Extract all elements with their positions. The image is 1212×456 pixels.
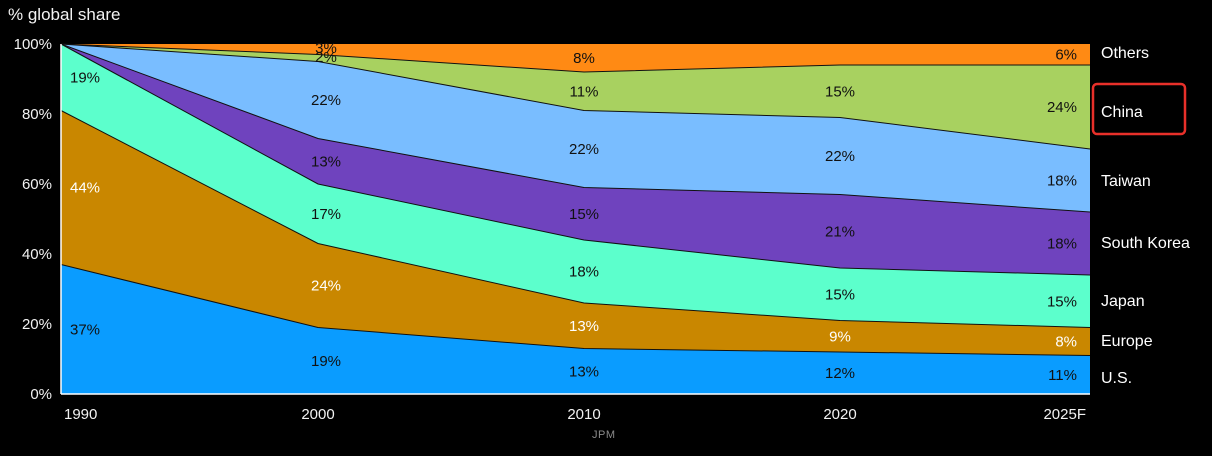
- data-label-taiwan: 22%: [311, 92, 341, 109]
- data-label-japan: 15%: [1047, 293, 1077, 310]
- data-label-u-s: 13%: [569, 363, 599, 380]
- data-label-u-s: 19%: [311, 353, 341, 370]
- data-label-china: 11%: [570, 83, 599, 100]
- legend-label-others: Others: [1101, 45, 1149, 62]
- y-tick-label: 60%: [22, 176, 52, 193]
- x-tick-label: 2025F: [1043, 406, 1086, 423]
- data-label-japan: 15%: [825, 286, 855, 303]
- data-label-china: 15%: [825, 83, 855, 100]
- data-label-japan: 18%: [569, 264, 599, 281]
- data-label-u-s: 11%: [1048, 367, 1077, 384]
- data-label-china: 24%: [1047, 99, 1077, 116]
- data-label-china: 2%: [315, 49, 337, 66]
- legend-label-south-korea: South Korea: [1101, 235, 1190, 252]
- data-label-others: 8%: [573, 50, 595, 67]
- x-tick-label: 1990: [64, 406, 97, 423]
- boundary-china: [60, 43, 1090, 73]
- area-japan: [61, 44, 1090, 328]
- data-label-south-korea: 18%: [1047, 236, 1077, 253]
- data-label-europe: 44%: [70, 180, 100, 197]
- area-south-korea: [61, 44, 1090, 275]
- area-europe: [61, 110, 1090, 356]
- data-label-south-korea: 13%: [311, 153, 341, 170]
- legend-label-japan: Japan: [1101, 293, 1145, 310]
- data-label-japan: 17%: [311, 206, 341, 223]
- boundary-taiwan: [60, 43, 1091, 150]
- legend-label-u-s: U.S.: [1101, 370, 1132, 387]
- data-label-europe: 9%: [829, 328, 851, 345]
- x-tick-label: 2020: [823, 406, 856, 423]
- y-tick-label: 0%: [30, 386, 52, 403]
- x-tick-label: 2010: [567, 406, 600, 423]
- source-label: JPM: [592, 429, 616, 441]
- y-tick-label: 40%: [22, 246, 52, 263]
- area-china: [61, 44, 1090, 149]
- y-tick-label: 80%: [22, 106, 52, 123]
- data-label-japan: 19%: [70, 69, 100, 86]
- boundary-europe: [60, 110, 1091, 328]
- data-label-u-s: 37%: [70, 321, 100, 338]
- boundary-japan: [60, 43, 1091, 276]
- data-label-others: 3%: [315, 40, 337, 57]
- x-tick-label: 2000: [301, 406, 334, 423]
- data-label-taiwan: 22%: [825, 148, 855, 165]
- y-tick-label: 100%: [14, 36, 52, 53]
- data-label-europe: 8%: [1055, 334, 1077, 351]
- area-taiwan: [61, 44, 1090, 212]
- data-label-south-korea: 15%: [569, 206, 599, 223]
- legend-label-europe: Europe: [1101, 333, 1153, 350]
- boundary-u-s: [60, 264, 1091, 356]
- data-label-taiwan: 18%: [1047, 173, 1077, 190]
- y-axis-title: % global share: [8, 5, 121, 24]
- data-label-south-korea: 21%: [825, 223, 855, 240]
- legend-label-china: China: [1101, 104, 1143, 121]
- legend-label-taiwan: Taiwan: [1101, 173, 1151, 190]
- data-label-europe: 24%: [311, 278, 341, 295]
- boundary-south-korea: [60, 43, 1091, 213]
- highlight-box: [1091, 82, 1187, 136]
- y-tick-label: 20%: [22, 316, 52, 333]
- data-label-others: 6%: [1055, 47, 1077, 64]
- data-label-europe: 13%: [569, 318, 599, 335]
- data-label-taiwan: 22%: [569, 141, 599, 158]
- data-label-u-s: 12%: [825, 365, 855, 382]
- area-u-s: [61, 264, 1090, 394]
